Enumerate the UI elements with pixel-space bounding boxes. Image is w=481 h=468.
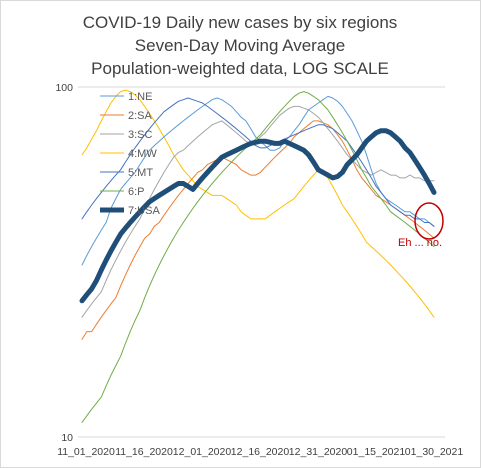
x-axis-ticks: 11_01_2020 11_16_2020 12_01_2020 12_16_2020… — [57, 446, 463, 458]
series-line-6p — [81, 91, 435, 423]
x-tick-label: 11_16_2020 — [115, 446, 173, 458]
x-tick-label: 01_15_2021 — [347, 446, 406, 458]
legend-label: 1:NE — [128, 91, 152, 103]
x-tick-label: 12_01_2020 — [173, 446, 232, 458]
legend: 1:NE 2:SA 3:SC 4:MW 5:MT 6:P 7:USA — [100, 91, 160, 217]
y-tick-10: 10 — [61, 432, 73, 444]
x-tick-label: 12_16_2020 — [231, 446, 290, 458]
series-line-5mt — [81, 97, 435, 227]
legend-label: 3:SC — [128, 129, 153, 141]
series-layer — [79, 89, 437, 423]
chart-title-line-3: Population-weighted data, LOG SCALE — [91, 59, 389, 78]
y-tick-100: 100 — [55, 82, 73, 94]
series-line-7usa — [79, 128, 437, 304]
legend-label: 5:MT — [128, 167, 153, 179]
legend-label: 6:P — [128, 186, 145, 198]
chart-title-line-1: COVID-19 Daily new cases by six regions — [83, 13, 398, 32]
legend-label: 7:USA — [128, 205, 160, 217]
series-line-2sa — [81, 120, 435, 340]
series-line-4mw — [81, 89, 435, 318]
x-tick-label: 12_31_2020 — [289, 446, 348, 458]
x-tick-label: 01_30_2021 — [405, 446, 464, 458]
legend-label: 4:MW — [128, 148, 157, 160]
x-tick-label: 11_01_2020 — [57, 446, 115, 458]
legend-label: 2:SA — [128, 110, 153, 122]
series-line-1ne — [81, 95, 435, 266]
annotation-circle — [414, 202, 444, 240]
annotation-text: Eh ... no. — [398, 237, 442, 249]
chart-title-line-2: Seven-Day Moving Average — [135, 36, 345, 55]
